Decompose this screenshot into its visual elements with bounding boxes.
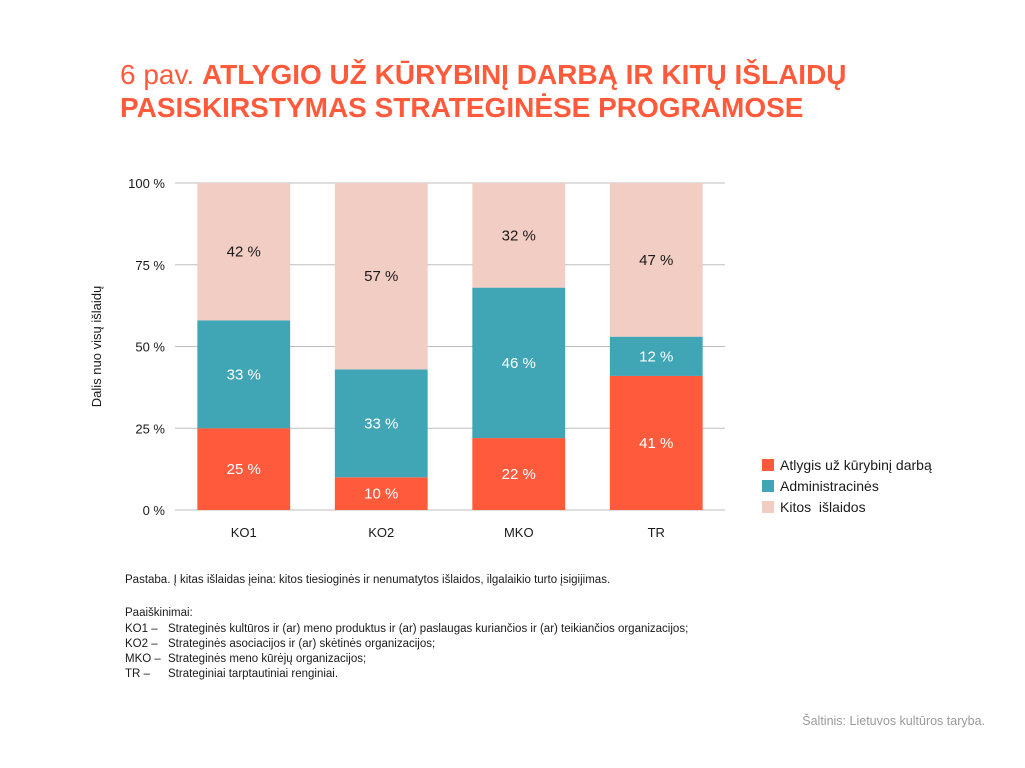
bar-segment [334,477,428,510]
title-line-1: ATLYGIO UŽ KŪRYBINĮ DARBĄ IR KITŲ IŠLAID… [201,59,847,90]
bar-segment [472,287,566,439]
explanation-code: MKO – [125,653,161,665]
explanation-text: Strateginės asociacijos ir (ar) skėtinės… [168,638,436,650]
x-tick-label: MKO [504,525,534,540]
y-tick-label: 50 % [135,340,165,355]
data-label: 10 % [364,486,398,503]
figure-number: 6 pav. [120,59,195,90]
explanation-code: KO1 – [125,623,158,635]
bar-segment [334,369,428,478]
data-label: 33 % [364,415,398,432]
source-credit: Šaltinis: Lietuvos kultūros taryba. [802,714,985,728]
bar-segment [334,183,428,370]
y-tick-label: 0 % [143,503,166,518]
data-label: 46 % [502,355,536,372]
explanation-code: TR – [125,668,150,680]
data-label: 32 % [502,227,536,244]
legend-item-administracines: Administracinės [762,475,932,496]
legend-swatch-atlygis [762,458,774,471]
title-line-2: PASISKIRSTYMAS STRATEGINĖSE PROGRAMOSE [120,92,804,123]
data-label: 33 % [227,366,261,383]
chart-legend: Atlygis už kūrybinį darbą Administracinė… [762,454,932,517]
y-tick-label: 100 % [128,176,165,191]
bar-segment [609,183,703,337]
chart-note: Pastaba. Į kitas išlaidas įeina: kitos t… [125,574,611,586]
explanation-code: KO2 – [125,638,158,650]
legend-swatch-kitos [762,500,774,513]
data-label: 42 % [227,244,261,261]
bar-segment [197,183,291,321]
bar-segment [609,375,703,510]
data-label: 25 % [227,461,261,478]
data-label: 41 % [639,435,673,452]
x-tick-label: TR [648,525,665,540]
bar-segment [197,428,291,510]
data-label: 22 % [502,466,536,483]
bar-segment [472,438,566,510]
data-label: 12 % [639,348,673,365]
legend-item-atlygis: Atlygis už kūrybinį darbą [762,454,932,475]
explanation-item: TR – Strateginiai tarptautiniai renginiai… [125,667,688,682]
explanation-item: MKO – Strateginės meno kūrėjų organizacij… [125,652,688,667]
bar-segment [197,320,291,429]
bar-segment [609,336,703,376]
explanations-heading: Paaiškinimai: [125,607,193,619]
legend-label-kitos: Kitos išlaidos [780,498,866,515]
legend-item-kitos: Kitos išlaidos [762,496,932,517]
legend-label-administracines: Administracinės [780,477,879,494]
explanations-list: KO1 – Strateginės kultūros ir (ar) meno p… [125,622,688,682]
stacked-bar-chart: 0 % 25 % 50 % 75 % 100 % Dalis nuo visų išlai… [89,176,725,540]
x-tick-label: KO2 [368,525,394,540]
legend-swatch-administracines [762,479,774,492]
legend-label-atlygis: Atlygis už kūrybinį darbą [780,456,932,473]
x-tick-label: KO1 [231,525,257,540]
explanation-item: KO2 – Strateginės asociacijos ir (ar) skė… [125,637,688,652]
data-label: 57 % [364,268,398,285]
explanation-item: KO1 – Strateginės kultūros ir (ar) meno p… [125,622,688,637]
data-label: 47 % [639,252,673,269]
bar-segment [472,183,566,288]
chart-title: 6 pav. ATLYGIO UŽ KŪRYBINĮ DARBĄ IR KITŲ… [120,58,940,124]
explanation-text: Strateginiai tarptautiniai renginiai. [168,668,339,680]
explanation-text: Strateginės kultūros ir (ar) meno produk… [168,623,689,635]
y-tick-label: 25 % [135,421,165,436]
y-tick-label: 75 % [135,258,165,273]
y-axis-label: Dalis nuo visų išlaidų [89,286,104,407]
explanation-text: Strateginės meno kūrėjų organizacijos; [168,653,367,665]
